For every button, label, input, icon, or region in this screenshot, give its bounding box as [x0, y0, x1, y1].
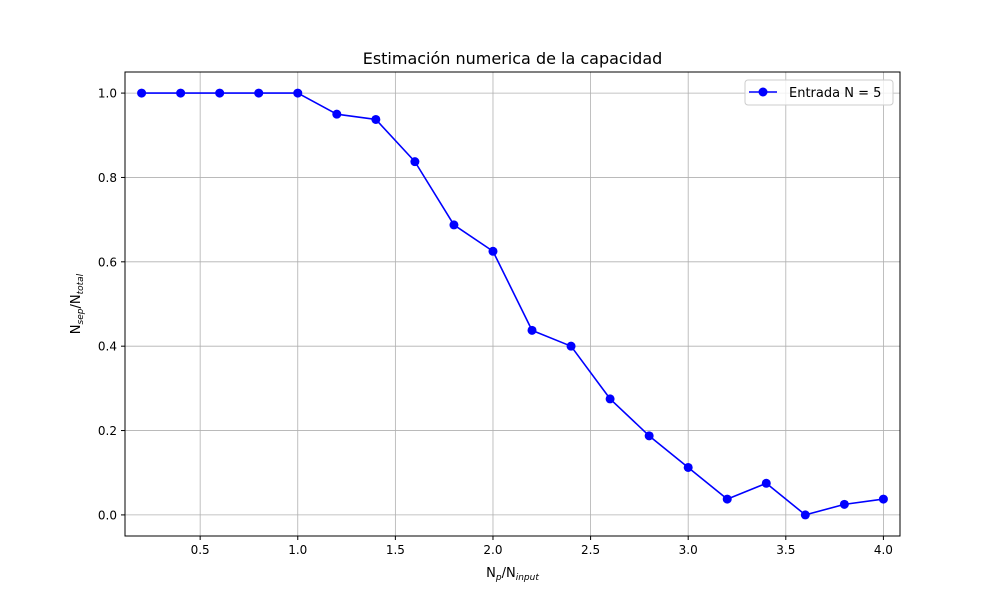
- x-axis-ticks: 0.5 1.0 1.5 2.0 2.5 3.0 3.5 4.0: [191, 536, 893, 557]
- data-point: [176, 88, 186, 98]
- data-point: [644, 431, 654, 441]
- x-tick-label: 1.5: [386, 543, 405, 557]
- data-point: [800, 510, 810, 520]
- x-tick-label: 1.0: [288, 543, 307, 557]
- data-point: [722, 494, 732, 504]
- data-point: [449, 220, 459, 230]
- x-tick-label: 2.0: [483, 543, 502, 557]
- y-tick-label: 0.6: [98, 255, 117, 269]
- data-point: [254, 88, 264, 98]
- data-point: [683, 462, 693, 472]
- data-point: [527, 325, 537, 335]
- y-tick-label: 0.4: [98, 340, 117, 354]
- x-tick-label: 3.0: [679, 543, 698, 557]
- data-point: [293, 88, 303, 98]
- y-tick-label: 0.0: [98, 508, 117, 522]
- plot-series: [137, 88, 888, 520]
- data-point: [839, 499, 849, 509]
- data-point: [878, 494, 888, 504]
- x-tick-label: 2.5: [581, 543, 600, 557]
- x-axis-label-sub2: input: [516, 573, 540, 583]
- data-point: [410, 157, 420, 167]
- legend-marker-swatch: [758, 87, 768, 97]
- grid-lines: [125, 72, 900, 536]
- y-axis-label-mid: /N: [69, 294, 84, 308]
- series-line: [141, 92, 884, 516]
- y-tick-label: 0.8: [98, 171, 117, 185]
- x-tick-label: 3.5: [776, 543, 795, 557]
- chart-title: Estimación numerica de la capacidad: [363, 49, 663, 68]
- legend-box: [744, 79, 894, 106]
- plot-frame: [124, 71, 901, 537]
- data-point: [566, 341, 576, 351]
- data-point: [137, 88, 147, 98]
- y-axis-ticks: 0.0 0.2 0.4 0.6 0.8 1.0: [98, 87, 125, 522]
- data-point: [215, 88, 225, 98]
- data-point: [488, 246, 498, 256]
- y-tick-label: 0.2: [98, 424, 117, 438]
- x-tick-label: 0.5: [191, 543, 210, 557]
- x-axis-label-sub: p: [495, 573, 502, 583]
- y-axis-label: Nsep/Ntotal: [69, 273, 86, 334]
- y-axis-label-base: N: [69, 324, 84, 334]
- legend-label: Entrada N = 5: [789, 86, 881, 101]
- x-axis-label-mid: /N: [502, 566, 516, 581]
- legend: Entrada N = 5: [744, 79, 894, 106]
- data-point: [761, 478, 771, 488]
- y-axis-label-sub2: total: [76, 273, 86, 294]
- data-point: [605, 394, 615, 404]
- x-axis-label: Np/Ninput: [486, 566, 539, 583]
- data-point: [332, 109, 342, 119]
- data-point: [371, 114, 381, 124]
- x-tick-label: 4.0: [874, 543, 893, 557]
- x-axis-label-base: N: [486, 566, 496, 581]
- y-tick-label: 1.0: [98, 87, 117, 101]
- y-axis-label-sub: sep: [76, 308, 86, 324]
